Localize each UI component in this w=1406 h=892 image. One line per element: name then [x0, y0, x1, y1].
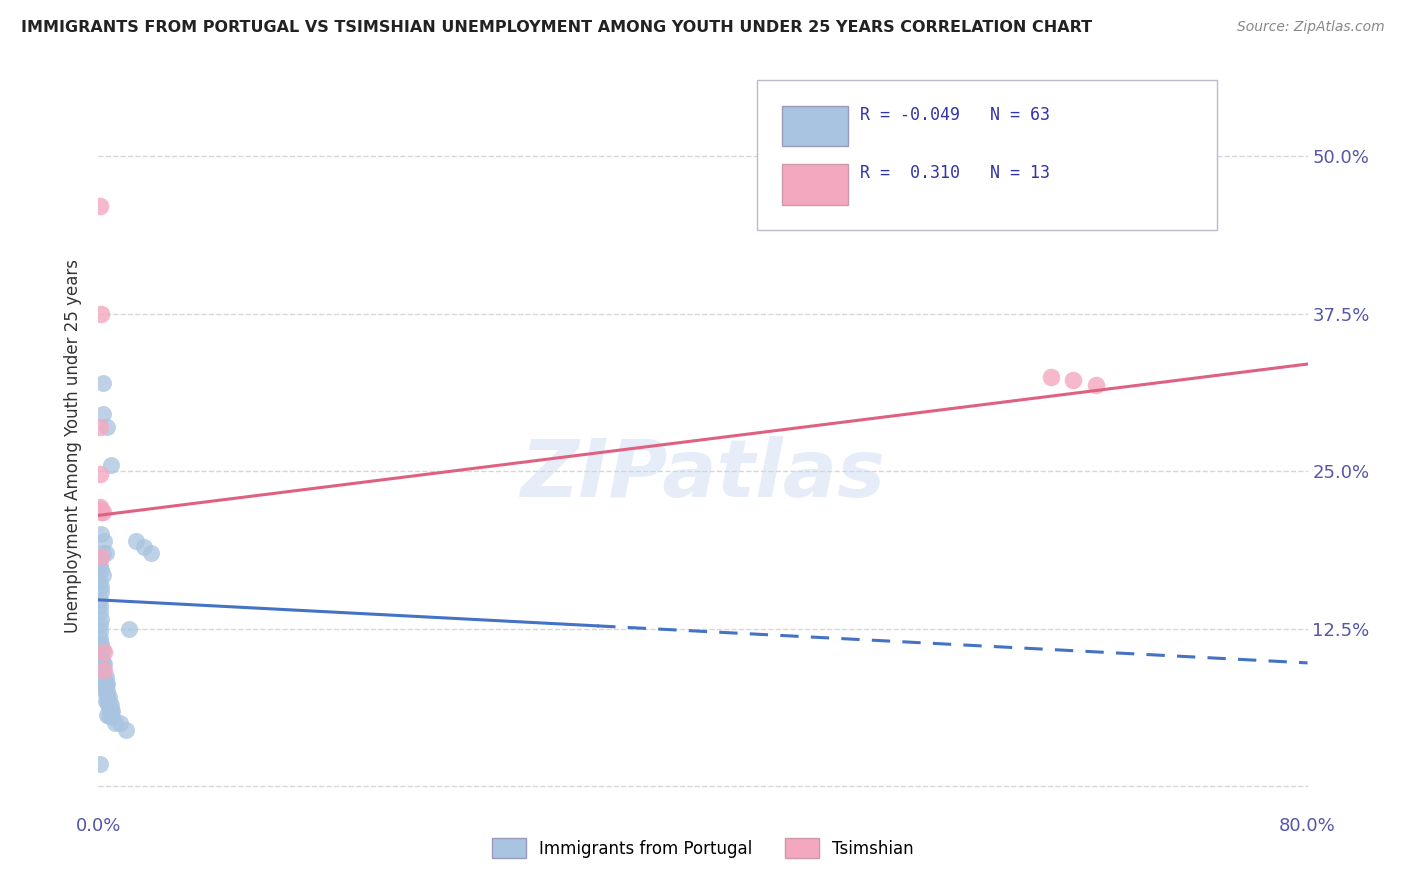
Point	[96, 420, 118, 434]
Point	[91, 408, 114, 422]
Point	[118, 622, 141, 636]
Point	[98, 696, 121, 710]
Point	[98, 701, 121, 715]
Point	[1062, 373, 1084, 387]
Point	[91, 376, 114, 390]
Point	[93, 533, 115, 548]
Point	[94, 688, 117, 702]
Text: IMMIGRANTS FROM PORTUGAL VS TSIMSHIAN UNEMPLOYMENT AMONG YOUTH UNDER 25 YEARS CO: IMMIGRANTS FROM PORTUGAL VS TSIMSHIAN UN…	[21, 20, 1092, 35]
Point	[89, 558, 111, 573]
Point	[90, 527, 112, 541]
Point	[89, 199, 111, 213]
Text: ZIPatlas: ZIPatlas	[520, 436, 886, 515]
Point	[93, 657, 115, 672]
Point	[94, 546, 117, 560]
Point	[89, 575, 111, 590]
Point	[96, 689, 118, 703]
Point	[91, 567, 114, 582]
Point	[90, 656, 112, 670]
Point	[1085, 378, 1108, 392]
Point	[90, 612, 112, 626]
Point	[91, 546, 114, 560]
Point	[90, 563, 112, 577]
Point	[98, 709, 121, 723]
Point	[94, 682, 117, 697]
Point	[90, 502, 112, 516]
Point	[90, 580, 112, 594]
Point	[89, 618, 111, 632]
Point	[96, 695, 118, 709]
Point	[89, 624, 111, 639]
Point	[89, 637, 111, 651]
Point	[100, 698, 122, 712]
Text: R =  0.310   N = 13: R = 0.310 N = 13	[860, 164, 1050, 182]
Point	[98, 690, 121, 704]
Point	[91, 668, 114, 682]
Point	[101, 710, 124, 724]
Point	[94, 694, 117, 708]
Point	[90, 649, 112, 664]
Point	[125, 533, 148, 548]
Point	[93, 644, 115, 658]
Point	[90, 662, 112, 676]
Point	[101, 704, 124, 718]
Point	[89, 606, 111, 620]
Point	[96, 707, 118, 722]
Point	[89, 599, 111, 614]
FancyBboxPatch shape	[782, 164, 848, 204]
Point	[90, 637, 112, 651]
Point	[93, 681, 115, 695]
Point	[90, 585, 112, 599]
FancyBboxPatch shape	[782, 106, 848, 146]
Point	[100, 702, 122, 716]
Point	[91, 505, 114, 519]
Point	[89, 420, 111, 434]
Point	[96, 677, 118, 691]
Point	[93, 664, 115, 678]
Point	[114, 723, 136, 737]
Y-axis label: Unemployment Among Youth under 25 years: Unemployment Among Youth under 25 years	[65, 259, 83, 633]
Point	[94, 670, 117, 684]
Point	[91, 656, 114, 670]
Point	[89, 592, 111, 607]
Point	[93, 668, 115, 682]
Text: R = -0.049   N = 63: R = -0.049 N = 63	[860, 105, 1050, 124]
Text: Source: ZipAtlas.com: Source: ZipAtlas.com	[1237, 20, 1385, 34]
Point	[100, 458, 122, 472]
Point	[1039, 369, 1062, 384]
Legend: Immigrants from Portugal, Tsimshian: Immigrants from Portugal, Tsimshian	[492, 838, 914, 858]
Point	[93, 674, 115, 689]
Point	[89, 631, 111, 645]
Point	[89, 552, 111, 566]
Point	[108, 716, 131, 731]
Point	[96, 683, 118, 698]
Point	[90, 307, 112, 321]
Point	[91, 664, 114, 678]
Point	[141, 546, 163, 560]
Point	[94, 676, 117, 690]
Point	[132, 540, 155, 554]
Point	[90, 549, 112, 564]
Point	[89, 467, 111, 481]
FancyBboxPatch shape	[758, 80, 1218, 230]
Point	[90, 505, 112, 519]
Point	[89, 500, 111, 514]
Point	[89, 756, 111, 771]
Point	[91, 643, 114, 657]
Point	[90, 643, 112, 657]
Point	[104, 716, 127, 731]
